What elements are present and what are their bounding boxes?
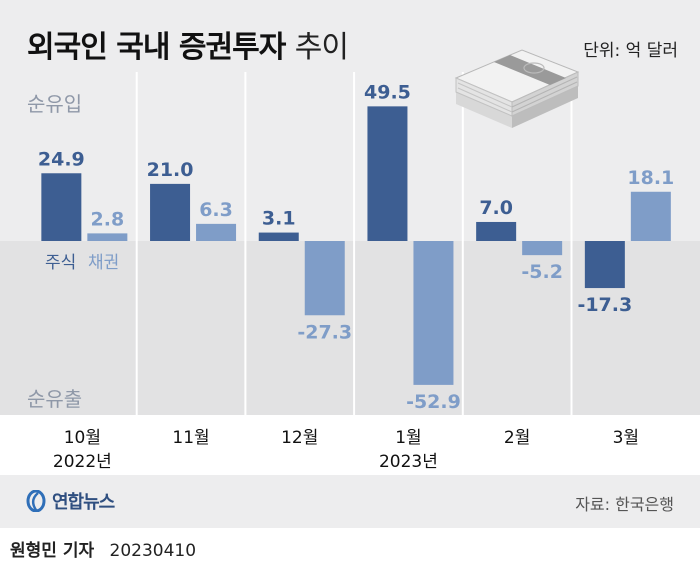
x-tick-year-1: 2022년 xyxy=(53,452,112,472)
bond-value-label-5: -5.2 xyxy=(521,261,563,283)
unit-label: 단위: 억 달러 xyxy=(583,41,678,61)
agency-name: 연합뉴스 xyxy=(52,492,115,513)
x-axis-labels: 10월 2022년 11월 12월 1월 2023년 2월 3월 xyxy=(53,428,639,472)
stock-bar-3 xyxy=(258,232,299,241)
source-label: 자료: 한국은행 xyxy=(575,495,674,514)
bar-chart: 24.9 2.8 21.06.3 3.1 -27.3 49.5 -52.9 7.0 -5.2 -1… xyxy=(0,72,700,475)
stock-bar-4 xyxy=(367,106,408,241)
bond-bar-2 xyxy=(196,223,237,241)
stock-value-label-5: 7.0 xyxy=(479,197,513,219)
bond-value-label-1: 2.8 xyxy=(91,208,125,230)
bond-bar-3 xyxy=(304,241,345,316)
stock-bar-2 xyxy=(150,183,191,241)
infographic-card: 24.9 2.8 21.0 6.3 3.1 -27.3 49.5 -52.9 7.0 -5.2 -1… xyxy=(0,0,700,528)
reporter-name: 원형민 기자 xyxy=(10,541,95,561)
stock-value-label-2: 21.0 xyxy=(147,159,194,181)
stock-value-label-3: 3.1 xyxy=(262,208,296,230)
bond-bar-6 xyxy=(630,191,671,241)
agency-emblem-icon xyxy=(26,490,46,512)
bond-bar-1 xyxy=(87,233,128,241)
x-tick-label-3: 12월 xyxy=(281,428,318,448)
column-separators xyxy=(135,72,573,475)
stock-value-label-4: 49.5 xyxy=(364,81,411,103)
bond-value-label-4: -52.9 xyxy=(406,391,461,413)
publish-date: 20230410 xyxy=(109,541,197,561)
x-tick-label-5: 2월 xyxy=(504,428,530,448)
agency-logo: 연합뉴스 xyxy=(26,488,115,514)
bars-layer xyxy=(41,106,671,385)
stock-value-label-1: 24.9 xyxy=(38,148,85,170)
title-bold: 외국인 국내 증권투자 xyxy=(27,30,286,65)
axis-strip xyxy=(0,415,700,475)
title-light: 추이 xyxy=(294,30,349,65)
inflow-label: 순유입 xyxy=(27,92,83,116)
value-labels-layer: 24.9 2.8 21.06.3 3.1 -27.3 49.5 -52.9 7.0 -5.2 -1… xyxy=(38,81,674,413)
money-stack-icon xyxy=(454,49,580,128)
chart-title: 외국인 국내 증권투자 추이 xyxy=(27,22,349,66)
bond-bar-5 xyxy=(522,241,563,256)
legend-stock: 주식 xyxy=(45,253,77,273)
x-tick-label-1: 10월 xyxy=(64,428,101,448)
legend-bond: 채권 xyxy=(88,253,120,273)
x-tick-label-2: 11월 xyxy=(172,428,209,448)
bond-value-label-3: -27.3 xyxy=(297,321,352,343)
bond-bar-4 xyxy=(413,241,454,385)
x-tick-label-6: 3월 xyxy=(613,428,639,448)
x-tick-year-4: 2023년 xyxy=(379,452,438,472)
stock-value-label-6: -17.3 xyxy=(577,294,632,316)
negative-region xyxy=(0,241,700,415)
stock-bar-1 xyxy=(41,173,82,241)
byline: 원형민 기자 20230410 xyxy=(10,536,196,561)
x-tick-label-4: 1월 xyxy=(395,428,421,448)
stock-bar-6 xyxy=(584,241,625,289)
bond-value-label-6: 18.1 xyxy=(627,167,674,189)
bond-value-label-2: 6.3 xyxy=(199,199,233,221)
outflow-label: 순유출 xyxy=(27,387,83,411)
stock-bar-5 xyxy=(476,221,517,241)
